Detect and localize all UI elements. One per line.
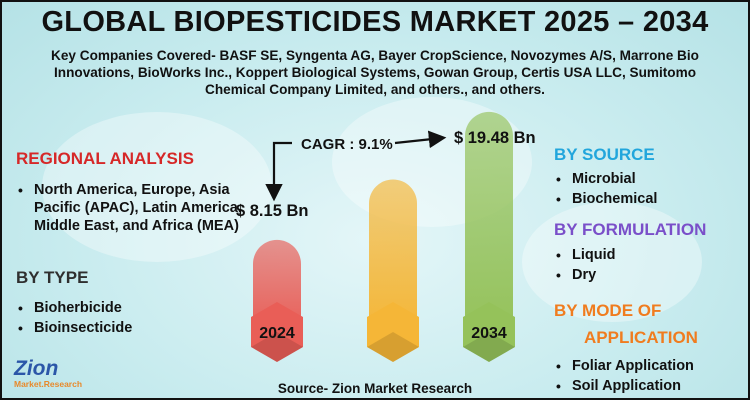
bar-2024: 2024 [251,239,303,362]
list-item: Bioinsecticide [18,319,254,337]
by-mode-heading-line1: BY MODE OF [554,301,662,320]
by-mode-list: Foliar Application Soil Application [554,357,748,397]
by-mode-heading-line2: APPLICATION [584,328,698,347]
bar-hexagon-base [251,302,303,362]
value-label-2024: $ 8.15 Bn [236,202,309,220]
list-item: Microbial [556,170,748,188]
list-item: Soil Application [556,377,748,395]
cagr-arrow [265,141,292,202]
page-title: GLOBAL BIOPESTICIDES MARKET 2025 – 2034 [41,6,709,38]
bar-hexagon-base [367,302,419,362]
bar-middle [367,179,419,362]
list-item: Liquid [556,246,748,264]
list-item: North America, Europe, Asia Pacific (APA… [18,181,254,235]
zion-logo: Zion Market.Research [14,357,94,395]
bar-hexagon-base [463,302,515,362]
bar-body [465,111,513,332]
list-item: Dry [556,266,748,284]
source-caption: Source- Zion Market Research [277,381,473,396]
value-label-2034: $ 19.48 Bn [454,129,536,147]
logo-sub-text: Market.Research [14,379,83,389]
category-label-2034: 2034 [471,325,507,342]
key-companies-subtitle: Key Companies Covered- BASF SE, Syngenta… [51,48,699,97]
regional-analysis-heading: REGIONAL ANALYSIS [16,149,194,168]
bar-hexagon-shade [367,332,419,362]
bar-hexagon-shade [251,332,303,362]
by-source-list: Microbial Biochemical [554,170,748,210]
logo-main-text: Zion [14,357,59,380]
bar-body [369,179,417,332]
by-formulation-list: Liquid Dry [554,246,748,286]
category-label-2024: 2024 [259,325,295,342]
by-type-list: Bioherbicide Bioinsecticide [16,299,254,339]
bar-2034: 2034 [463,111,515,362]
by-type-heading: BY TYPE [16,268,89,287]
by-formulation-heading: BY FORMULATION [554,220,707,239]
list-item: Foliar Application [556,357,748,375]
cagr-arrow-right [394,130,447,149]
list-item: Bioherbicide [18,299,254,317]
by-source-heading: BY SOURCE [554,145,655,164]
cagr-label: CAGR : 9.1% [301,136,393,153]
regional-analysis-list: North America, Europe, Asia Pacific (APA… [16,181,254,237]
bar-hexagon-shade [463,332,515,362]
list-item: Biochemical [556,190,748,208]
